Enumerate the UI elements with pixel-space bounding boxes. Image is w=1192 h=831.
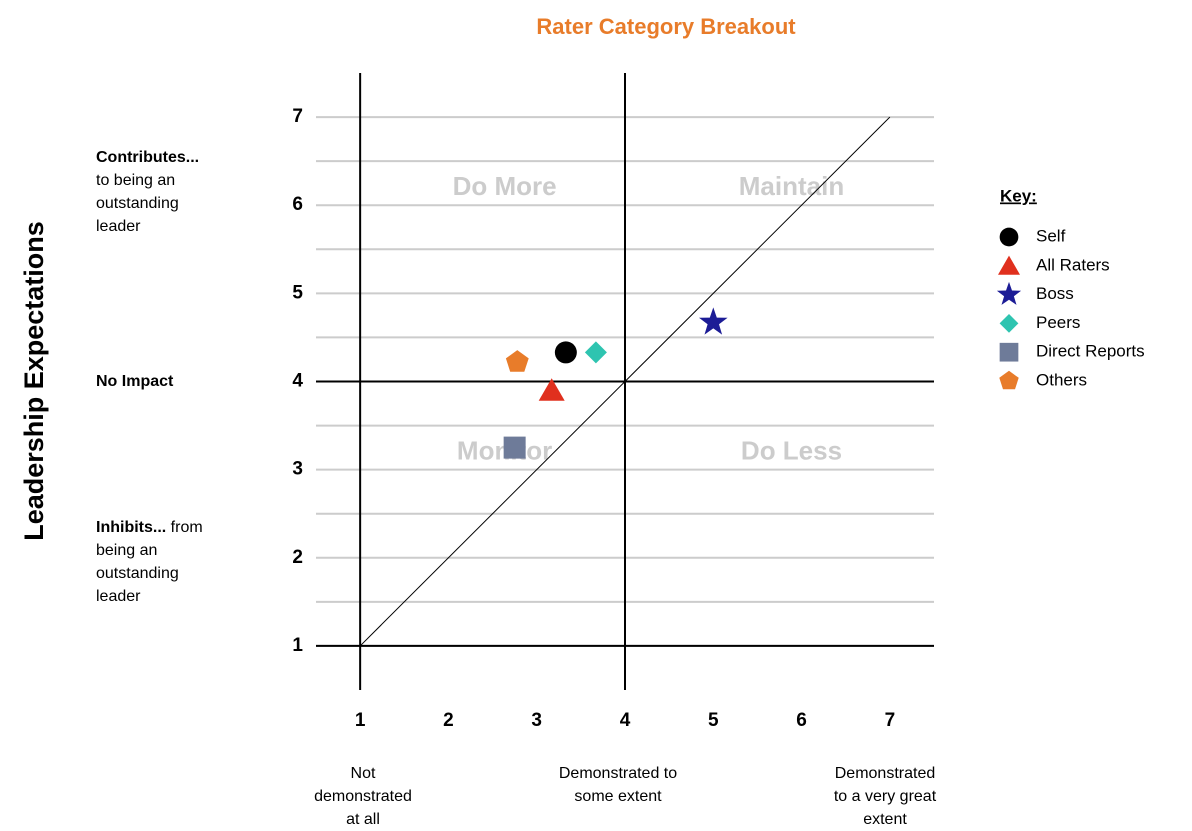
- y-axis-title: Leadership Expectations: [19, 221, 49, 541]
- quadrant-label: Do Less: [741, 435, 842, 465]
- legend-label: Self: [1036, 226, 1066, 245]
- bottom-label: Demonstrated to a very great extent: [833, 765, 937, 828]
- legend-marker: [996, 281, 1022, 305]
- y-tick-label: 1: [292, 635, 303, 656]
- legend-marker: [998, 255, 1020, 275]
- left-label-bold: No Impact: [96, 373, 174, 390]
- left-label-bold: Contributes...: [96, 149, 200, 166]
- quadrant-label: Maintain: [739, 171, 844, 201]
- bottom-label: Not demonstrated at all: [314, 765, 412, 828]
- chart-title: Rater Category Breakout: [536, 14, 796, 39]
- y-tick-label: 3: [292, 459, 303, 480]
- x-tick-label: 5: [708, 710, 719, 731]
- x-tick-label: 7: [885, 710, 896, 731]
- x-tick-label: 6: [796, 710, 807, 731]
- data-point: [554, 341, 577, 364]
- left-label: Contributes... to being an outstanding l…: [96, 146, 246, 238]
- y-tick-label: 5: [292, 282, 303, 303]
- left-label: Inhibits... from being an outstanding le…: [96, 516, 246, 608]
- legend-label: Boss: [1036, 284, 1074, 303]
- legend-label: Others: [1036, 370, 1087, 389]
- data-point: [699, 307, 728, 335]
- data-point: [584, 341, 607, 364]
- x-tick-label: 3: [531, 710, 542, 731]
- y-tick-label: 4: [292, 371, 303, 392]
- legend-marker: [999, 342, 1019, 362]
- y-tick-label: 7: [292, 106, 303, 127]
- left-label-text: from being an outstanding leader: [96, 519, 203, 605]
- legend-label: Direct Reports: [1036, 342, 1145, 361]
- legend-label: Peers: [1036, 313, 1080, 332]
- data-point: [505, 350, 529, 372]
- quadrant-label: Do More: [453, 171, 557, 201]
- bottom-label: Demonstrated to some extent: [558, 765, 678, 805]
- x-tick-label: 4: [620, 710, 631, 731]
- data-point: [538, 378, 565, 401]
- data-point: [503, 436, 526, 459]
- x-tick-label: 2: [443, 710, 454, 731]
- left-label-bold: Inhibits...: [96, 519, 167, 536]
- reference-line: [359, 116, 891, 647]
- y-tick-label: 6: [292, 194, 303, 215]
- legend-title: Key:: [1000, 186, 1037, 205]
- legend-marker: [999, 370, 1019, 390]
- legend-label: All Raters: [1036, 255, 1110, 274]
- legend-marker: [999, 227, 1019, 247]
- x-tick-label: 1: [355, 710, 366, 731]
- left-label: No Impact: [96, 370, 246, 393]
- legend-marker: [999, 314, 1019, 333]
- y-tick-label: 2: [292, 547, 303, 568]
- left-label-text: to being an outstanding leader: [96, 172, 179, 235]
